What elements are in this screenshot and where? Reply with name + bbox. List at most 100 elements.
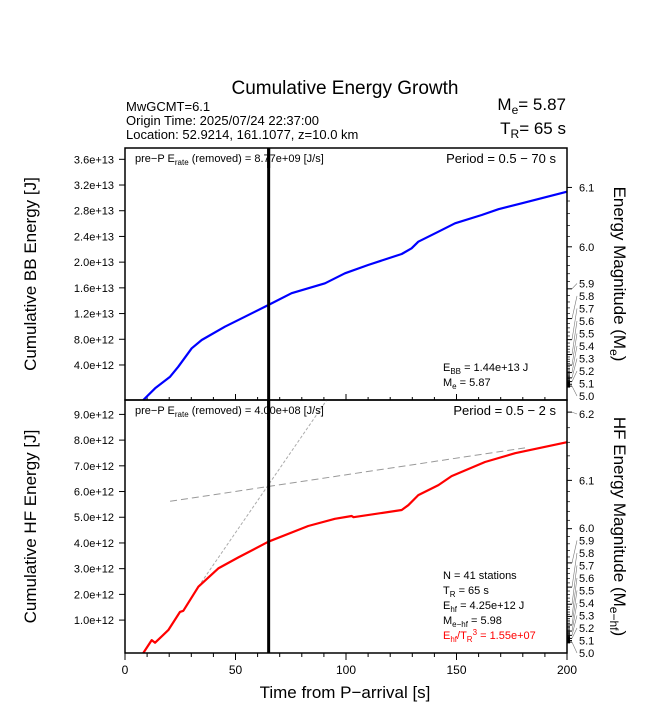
right-tick-leader: [571, 308, 578, 340]
right-tick-leader: [571, 283, 578, 290]
y-tick-label: 3.2e+13: [74, 180, 114, 192]
pre-p-rate-text: pre−P Erate (removed) = 4.00e+08 [J/s]: [135, 405, 324, 419]
y-tick-label: 2.4e+13: [74, 231, 114, 243]
right-y-tick-label: 6.2: [579, 409, 594, 421]
right-y-axis-label: Energy Magnitude (Me): [607, 187, 629, 362]
y-tick-label: 4.0e+12: [74, 538, 114, 550]
right-y-tick-label: 5.6: [579, 573, 594, 585]
y-tick-label: 6.0e+12: [74, 487, 114, 499]
right-y-tick-label: 5.4: [579, 598, 594, 610]
right-y-tick-label: 5.9: [579, 536, 594, 548]
right-y-tick-label: 6.1: [579, 475, 594, 487]
curve-point: [224, 326, 226, 328]
curve-point: [167, 629, 169, 631]
y-tick-label: 2.0e+13: [74, 257, 114, 269]
stat-post: = 1.44e+13 J: [461, 362, 528, 374]
tr-value: = 65 s: [519, 119, 566, 138]
right-tick-leader: [571, 627, 578, 639]
stat-post: = 5.98: [468, 615, 502, 627]
curve-point: [411, 247, 413, 249]
right-y-tick-label: 5.9: [579, 279, 594, 291]
curve-point: [351, 515, 353, 517]
stat-sub2: R: [467, 635, 473, 644]
stat-line: Ehf = 4.25e+12 J: [443, 600, 524, 614]
curve-point: [451, 475, 453, 477]
curve-point: [514, 452, 516, 454]
right-tick-leader: [571, 540, 578, 563]
curve-point: [437, 484, 439, 486]
stat-sub: e−hf: [452, 620, 469, 629]
y-tick-label: 3.0e+12: [74, 564, 114, 576]
y-tick-label: 5.0e+12: [74, 512, 114, 524]
curve-point: [324, 282, 326, 284]
stat-post2: = 1.55e+07: [477, 630, 536, 642]
y-tick-label: 4.0e+12: [74, 360, 114, 372]
curve-point: [334, 518, 336, 520]
curve-point: [151, 639, 153, 641]
stat-sub: e: [452, 382, 457, 391]
plot-frame: [124, 399, 568, 654]
tr-label: T: [500, 119, 510, 138]
right-label-end: ): [610, 356, 629, 362]
stat-line: Me = 5.87: [443, 377, 491, 391]
right-y-tick-label: 5.5: [579, 586, 594, 598]
right-y-tick-label: 5.5: [579, 329, 594, 341]
curve-point: [497, 208, 500, 210]
stat-sub: R: [450, 590, 456, 599]
curve-point: [367, 264, 369, 266]
reference-line-dotted: [197, 399, 328, 587]
stat-pre: M: [443, 615, 452, 627]
y-tick-label: 1.6e+13: [74, 283, 114, 295]
reference-line-dashed: [170, 447, 526, 502]
x-tick-label: 200: [557, 663, 577, 677]
stat-line: EBB = 1.44e+13 J: [443, 362, 528, 376]
right-y-tick-label: 6.0: [579, 242, 594, 254]
right-y-tick-label: 6.1: [579, 182, 594, 194]
location-text: Location: 52.9214, 161.1077, z=10.0 km: [126, 127, 358, 142]
x-tick-label: 0: [122, 663, 129, 677]
stat-post: = 65 s: [456, 585, 490, 597]
period-label: Period = 0.5 − 70 s: [446, 151, 556, 166]
me-label: M: [497, 95, 511, 114]
stat-line: N = 41 stations: [443, 570, 517, 582]
tr-sub: R: [511, 127, 520, 141]
rate-sub: rate: [175, 410, 189, 419]
y-tick-label: 1.2e+13: [74, 309, 114, 321]
y-tick-label: 3.6e+13: [74, 154, 114, 166]
rate-post: (removed) = 8.77e+09 [J/s]: [189, 153, 324, 165]
right-tick-leader: [571, 333, 578, 366]
y-tick-label: 2.8e+13: [74, 206, 114, 218]
me-summary: Me= 5.87: [497, 95, 566, 117]
y-axis-label: Cumulative BB Energy [J]: [21, 177, 40, 371]
right-tick-leader: [571, 385, 578, 397]
rate-pre: pre−P E: [135, 405, 175, 417]
right-label-sub: e−hf: [607, 607, 621, 631]
stat-line: Ehf/TR3 = 1.55e+07: [443, 628, 536, 644]
curve-point: [484, 461, 486, 463]
curve-point: [177, 366, 179, 368]
right-tick-leader: [571, 345, 578, 373]
stat-pre: N = 41 stations: [443, 570, 517, 582]
curve-point: [454, 222, 456, 224]
y-axis-label: Cumulative HF Energy [J]: [21, 430, 40, 624]
curve-point: [154, 642, 156, 644]
right-y-tick-label: 5.1: [579, 379, 594, 391]
stat-pre: E: [443, 630, 450, 642]
curve-point: [291, 292, 293, 294]
mw-gcmt-text: MwGCMT=6.1: [126, 99, 210, 114]
right-tick-leader: [571, 358, 578, 378]
panel-broadband: 4.0e+12 8.0e+12 1.2e+13 1.6e+13 2.0e+13 2.4e+…: [21, 147, 629, 403]
right-tick-leader: [571, 552, 578, 588]
right-y-tick-label: 5.7: [579, 561, 594, 573]
chart-title: Cumulative Energy Growth: [231, 78, 458, 99]
curve-point: [401, 509, 403, 511]
right-label-main: Energy Magnitude (M: [610, 187, 629, 350]
stat-post: = 5.87: [457, 377, 491, 389]
rate-pre: pre−P E: [135, 153, 175, 165]
curve-point: [481, 214, 483, 216]
curve-point: [244, 316, 246, 318]
x-tick-label: 100: [336, 663, 356, 677]
panel-high-frequency: 1.0e+12 2.0e+12 3.0e+12 4.0e+12 5.0e+12 6.0e+…: [21, 399, 629, 702]
right-y-tick-label: 5.0: [579, 391, 594, 403]
